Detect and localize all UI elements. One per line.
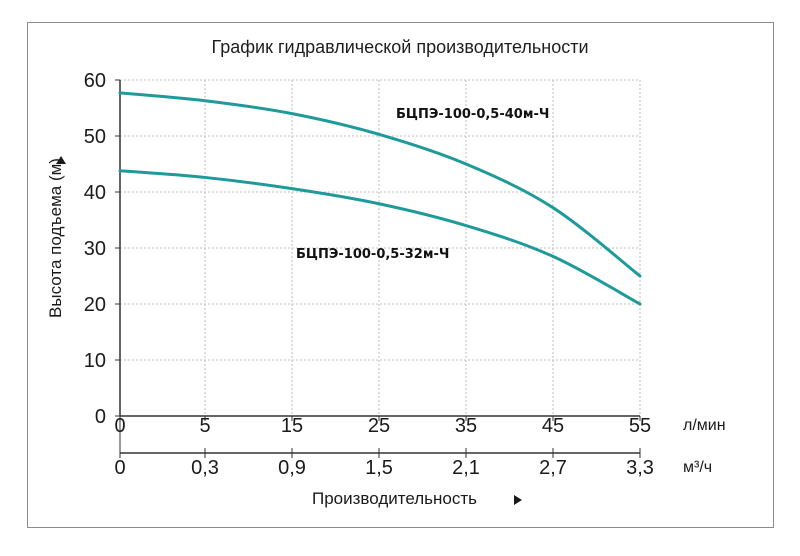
x-tick-label-m3h: 2,7 [539,457,567,479]
chart-frame [27,22,774,528]
chart-title: График гидравлической производительности [211,37,589,57]
x-axis-title: Производительность [312,489,477,508]
x-unit-lpm: л/мин [683,417,726,434]
x-tick-label-m3h: 1,5 [365,457,393,479]
x-tick-label-m3h: 0,9 [278,457,306,479]
series-label-40m: БЦПЭ-100-0,5-40м-Ч [396,107,549,122]
series-line-1 [118,169,642,306]
chart-series [118,91,642,306]
chart-grid [120,79,641,416]
x-axis-arrow-icon [514,495,522,505]
series-line-0 [118,91,642,278]
x-unit-m3h: м³/ч [683,459,712,476]
y-tick-label: 0 [95,406,106,428]
y-tick-label: 30 [84,238,106,260]
y-tick-label: 50 [84,126,106,148]
x-tick-label-m3h: 0,3 [191,457,219,479]
x-tick-label-lpm: 25 [368,415,390,437]
x-tick-label-lpm: 45 [542,415,564,437]
y-tick-label: 60 [84,70,106,92]
x-tick-label-lpm: 15 [281,415,303,437]
x-tick-label-lpm: 0 [114,415,125,437]
x-tick-label-lpm: 5 [199,415,210,437]
x-tick-label-lpm: 55 [629,415,651,437]
chart-ticks: 0 10 20 30 40 50 60 0 5 15 25 35 45 55 0 0,3 0,9 1,5 2,1 2,… [84,70,654,479]
x-tick-label-m3h: 0 [114,457,125,479]
y-tick-label: 40 [84,182,106,204]
series-label-32m: БЦПЭ-100-0,5-32м-Ч [296,247,449,262]
y-axis-arrow-icon [56,156,66,164]
y-axis-title: Высота подъема (м) [46,158,65,318]
x-tick-label-m3h: 3,3 [626,457,654,479]
x-tick-label-m3h: 2,1 [452,457,480,479]
y-tick-label: 10 [84,350,106,372]
y-tick-label: 20 [84,294,106,316]
x-tick-label-lpm: 35 [455,415,477,437]
